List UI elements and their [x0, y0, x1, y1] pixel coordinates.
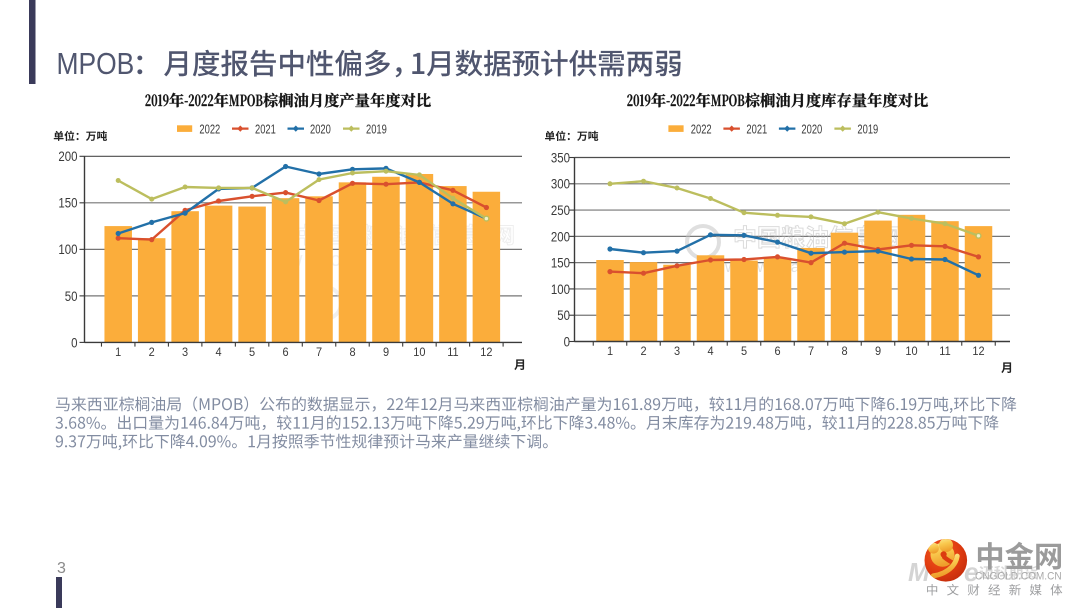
svg-text:2: 2: [640, 344, 646, 358]
svg-text:2020: 2020: [801, 123, 822, 137]
svg-text:5: 5: [741, 344, 747, 358]
svg-text:2022: 2022: [199, 123, 220, 137]
svg-text:2019: 2019: [366, 123, 387, 137]
svg-text:50: 50: [557, 308, 570, 323]
svg-text:0: 0: [564, 335, 570, 350]
svg-text:2021: 2021: [255, 123, 276, 137]
svg-text:9: 9: [875, 344, 881, 358]
svg-text:50: 50: [65, 289, 78, 304]
svg-text:12: 12: [480, 345, 492, 359]
svg-text:100: 100: [551, 282, 570, 297]
svg-text:1: 1: [115, 345, 121, 359]
svg-text:2019: 2019: [857, 123, 878, 137]
svg-text:6: 6: [283, 345, 289, 359]
svg-text:100: 100: [58, 242, 77, 257]
svg-text:12: 12: [972, 344, 984, 358]
svg-text:CNGOLD.COM.CN: CNGOLD.COM.CN: [975, 571, 1062, 582]
svg-text:MPOB: MPOB: [57, 47, 135, 81]
svg-text:7: 7: [808, 344, 814, 358]
svg-text:3: 3: [182, 345, 188, 359]
svg-text:200: 200: [58, 149, 77, 164]
svg-text:11: 11: [447, 345, 458, 359]
svg-text:8: 8: [841, 344, 847, 358]
svg-text:10: 10: [413, 345, 425, 359]
svg-text:3: 3: [674, 344, 680, 358]
svg-text:350: 350: [551, 151, 570, 166]
svg-text:11: 11: [939, 344, 950, 358]
svg-text:9: 9: [383, 345, 389, 359]
svg-text:2022: 2022: [691, 123, 712, 137]
svg-text:8: 8: [349, 345, 355, 359]
svg-text:1: 1: [607, 344, 613, 358]
svg-text:200: 200: [551, 229, 570, 244]
svg-text:4: 4: [216, 345, 223, 359]
svg-text:5: 5: [249, 345, 255, 359]
svg-text:7: 7: [316, 345, 322, 359]
svg-text:10: 10: [905, 344, 917, 358]
svg-text:250: 250: [551, 203, 570, 218]
svg-text:4: 4: [707, 344, 714, 358]
svg-text:2021: 2021: [746, 123, 767, 137]
svg-text:2020: 2020: [310, 123, 331, 137]
svg-text:150: 150: [551, 256, 570, 271]
svg-text:300: 300: [551, 177, 570, 192]
svg-text:6: 6: [774, 344, 780, 358]
svg-text:150: 150: [58, 196, 77, 211]
svg-text:e: e: [964, 557, 978, 587]
svg-text:2: 2: [149, 345, 155, 359]
svg-text:3: 3: [57, 560, 66, 577]
svg-text:0: 0: [71, 335, 77, 350]
